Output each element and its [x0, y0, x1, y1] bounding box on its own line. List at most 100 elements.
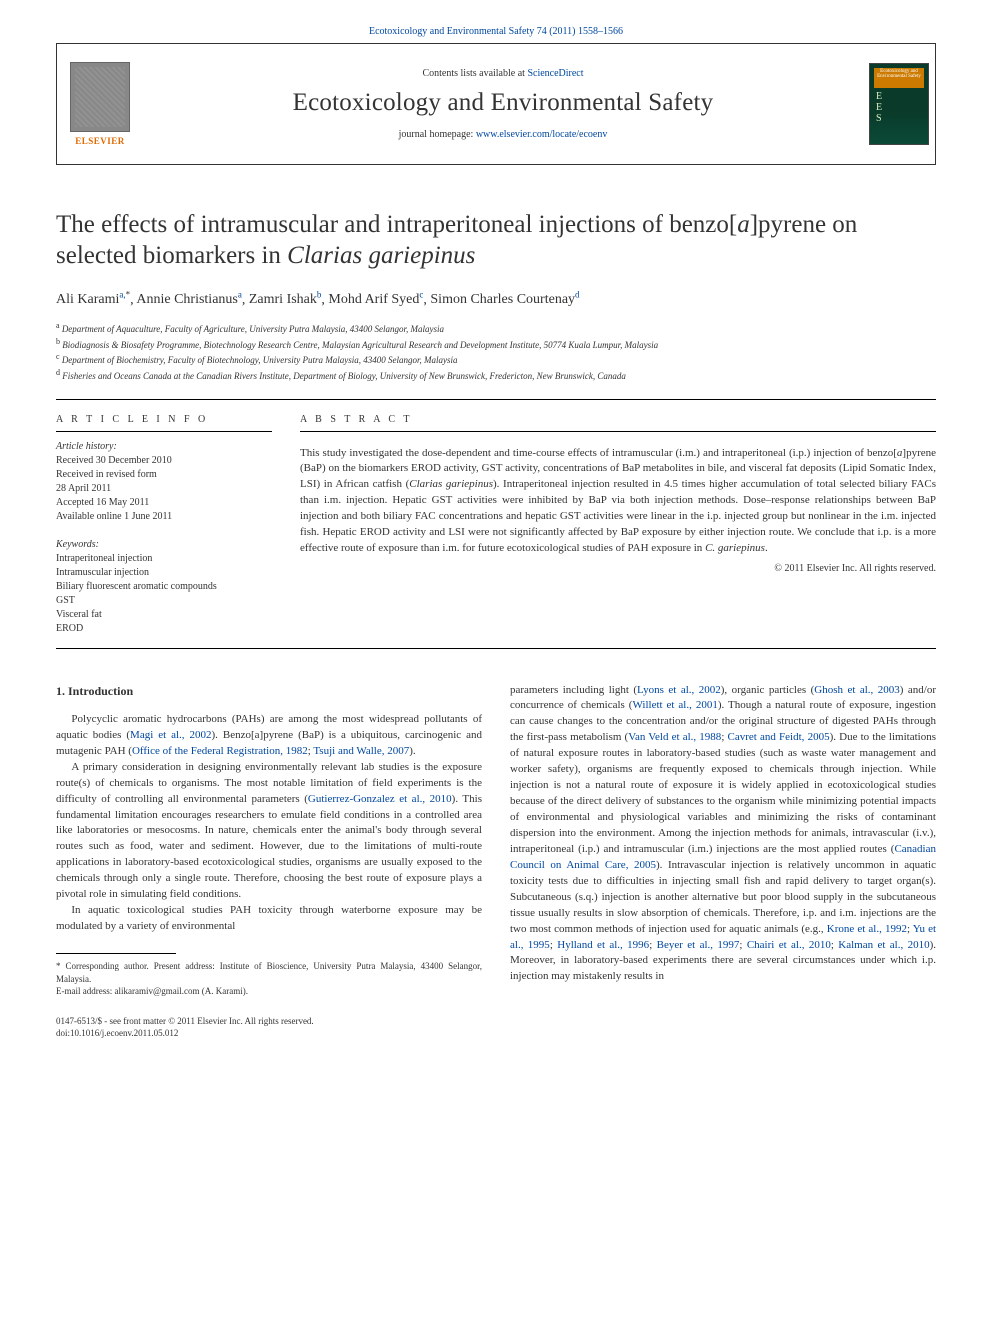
- homepage-link[interactable]: www.elsevier.com/locate/ecoenv: [476, 129, 608, 140]
- affil-tag: c: [56, 352, 60, 361]
- header-center: Contents lists available at ScienceDirec…: [143, 44, 863, 164]
- homepage-prefix: journal homepage:: [399, 129, 476, 140]
- author: Mohd Arif Syedc: [328, 292, 423, 307]
- citation-link[interactable]: Magi et al., 2002: [130, 729, 211, 741]
- citation-link[interactable]: Van Veld et al., 1988: [628, 731, 721, 743]
- divider-rule: [56, 648, 936, 649]
- author-sup: c: [419, 290, 423, 300]
- cover-letter: E: [876, 92, 882, 102]
- intro-heading: 1. Introduction: [56, 683, 482, 700]
- history-line: Available online 1 June 2011: [56, 510, 272, 524]
- affiliation: c Department of Biochemistry, Faculty of…: [56, 351, 936, 367]
- affiliations-block: a Department of Aquaculture, Faculty of …: [56, 320, 936, 382]
- abstract-text: This study investigated the dose-depende…: [300, 446, 936, 558]
- article-info-label: A R T I C L E I N F O: [56, 414, 272, 432]
- journal-ref-link[interactable]: Ecotoxicology and Environmental Safety 7…: [369, 26, 623, 37]
- article-info-column: A R T I C L E I N F O Article history: R…: [56, 400, 272, 636]
- author-name: Simon Charles Courtenay: [430, 292, 575, 307]
- citation-link[interactable]: Chairi et al., 2010: [747, 939, 831, 951]
- affiliation: a Department of Aquaculture, Faculty of …: [56, 320, 936, 336]
- citation-link[interactable]: Beyer et al., 1997: [657, 939, 740, 951]
- title-part1: The effects of intramuscular and intrape…: [56, 211, 737, 238]
- journal-header-box: ELSEVIER Contents lists available at Sci…: [56, 43, 936, 165]
- body-column-right: parameters including light (Lyons et al.…: [510, 683, 936, 1040]
- citation-link[interactable]: Cavret and Feidt, 2005: [728, 731, 830, 743]
- journal-cover-image: Ecotoxicology and Environmental Safety E…: [869, 63, 929, 145]
- sciencedirect-link[interactable]: ScienceDirect: [527, 68, 583, 79]
- contents-prefix: Contents lists available at: [422, 68, 527, 79]
- body-paragraph: A primary consideration in designing env…: [56, 760, 482, 903]
- keywords-label: Keywords:: [56, 538, 272, 552]
- affiliation: d Fisheries and Oceans Canada at the Can…: [56, 367, 936, 383]
- doi-line: doi:10.1016/j.ecoenv.2011.05.012: [56, 1028, 482, 1040]
- author: Ali Karamia,*: [56, 292, 130, 307]
- history-line: Received in revised form: [56, 468, 272, 482]
- keyword: Biliary fluorescent aromatic compounds: [56, 580, 272, 594]
- affil-text: Fisheries and Oceans Canada at the Canad…: [62, 371, 626, 381]
- body-paragraph: In aquatic toxicological studies PAH tox…: [56, 903, 482, 935]
- affil-tag: d: [56, 368, 60, 377]
- history-label: Article history:: [56, 440, 272, 454]
- journal-ref-line: Ecotoxicology and Environmental Safety 7…: [56, 26, 936, 37]
- history-line: Received 30 December 2010: [56, 454, 272, 468]
- author: Simon Charles Courtenayd: [430, 292, 579, 307]
- email-value: alikaramiv@gmail.com (A. Karami).: [114, 986, 248, 996]
- journal-cover-thumb: Ecotoxicology and Environmental Safety E…: [863, 44, 935, 164]
- affil-text: Department of Biochemistry, Faculty of B…: [62, 355, 458, 365]
- citation-link[interactable]: Kalman et al., 2010: [838, 939, 929, 951]
- keyword: Intramuscular injection: [56, 566, 272, 580]
- author-sup: a: [238, 290, 242, 300]
- citation-link[interactable]: Hylland et al., 1996: [557, 939, 649, 951]
- keyword: Intraperitoneal injection: [56, 552, 272, 566]
- article-history-block: Article history: Received 30 December 20…: [56, 440, 272, 524]
- corresponding-author-note: * Corresponding author. Present address:…: [56, 960, 482, 985]
- citation-link[interactable]: Canadian Council on Animal Care, 2005: [510, 843, 936, 871]
- cover-letter: S: [876, 114, 882, 124]
- abstract-column: A B S T R A C T This study investigated …: [300, 400, 936, 636]
- author: Zamri Ishakb: [249, 292, 322, 307]
- elsevier-name: ELSEVIER: [75, 136, 125, 146]
- keyword: Visceral fat: [56, 608, 272, 622]
- cover-letter: E: [876, 103, 882, 113]
- contents-available-line: Contents lists available at ScienceDirec…: [422, 68, 583, 79]
- body-paragraph: parameters including light (Lyons et al.…: [510, 683, 936, 986]
- citation-link[interactable]: Krone et al., 1992: [827, 923, 907, 935]
- abstract-copyright: © 2011 Elsevier Inc. All rights reserved…: [300, 563, 936, 574]
- history-line: 28 April 2011: [56, 482, 272, 496]
- author-name: Ali Karami: [56, 292, 119, 307]
- keyword: GST: [56, 594, 272, 608]
- citation-link[interactable]: Gutierrez-Gonzalez et al., 2010: [308, 793, 452, 805]
- author-sup: d: [575, 290, 580, 300]
- email-line: E-mail address: alikaramiv@gmail.com (A.…: [56, 985, 482, 998]
- elsevier-tree-icon: [70, 62, 130, 132]
- front-matter-line: 0147-6513/$ - see front matter © 2011 El…: [56, 1016, 482, 1028]
- citation-link[interactable]: Tsuji and Walle, 2007: [313, 745, 409, 757]
- citation-link[interactable]: Office of the Federal Registration, 1982: [132, 745, 308, 757]
- author-name: Annie Christianus: [136, 292, 238, 307]
- corr-star-icon: *: [126, 290, 131, 300]
- info-abstract-row: A R T I C L E I N F O Article history: R…: [56, 400, 936, 636]
- affil-text: Department of Aquaculture, Faculty of Ag…: [62, 324, 444, 334]
- history-line: Accepted 16 May 2011: [56, 496, 272, 510]
- footnotes-block: * Corresponding author. Present address:…: [56, 960, 482, 998]
- title-ital-a: a: [737, 211, 750, 238]
- title-ital-species: Clarias gariepinus: [287, 242, 475, 269]
- citation-link[interactable]: Willett et al., 2001: [632, 699, 717, 711]
- keyword: EROD: [56, 622, 272, 636]
- page-container: Ecotoxicology and Environmental Safety 7…: [0, 0, 992, 1079]
- article-title: The effects of intramuscular and intrape…: [56, 209, 936, 272]
- elsevier-logo-block: ELSEVIER: [57, 44, 143, 164]
- email-label: E-mail address:: [56, 986, 112, 996]
- footer-meta: 0147-6513/$ - see front matter © 2011 El…: [56, 1016, 482, 1039]
- journal-name: Ecotoxicology and Environmental Safety: [293, 89, 714, 117]
- cover-letters: E E S: [876, 92, 882, 125]
- author-sup: b: [317, 290, 322, 300]
- citation-link[interactable]: Ghosh et al., 2003: [814, 684, 900, 696]
- abstract-label: A B S T R A C T: [300, 414, 936, 432]
- author-name: Mohd Arif Syed: [328, 292, 419, 307]
- citation-link[interactable]: Lyons et al., 2002: [637, 684, 721, 696]
- affil-tag: b: [56, 337, 60, 346]
- affil-tag: a: [56, 321, 60, 330]
- authors-line: Ali Karamia,*, Annie Christianusa, Zamri…: [56, 290, 936, 309]
- body-two-column: 1. Introduction Polycyclic aromatic hydr…: [56, 683, 936, 1040]
